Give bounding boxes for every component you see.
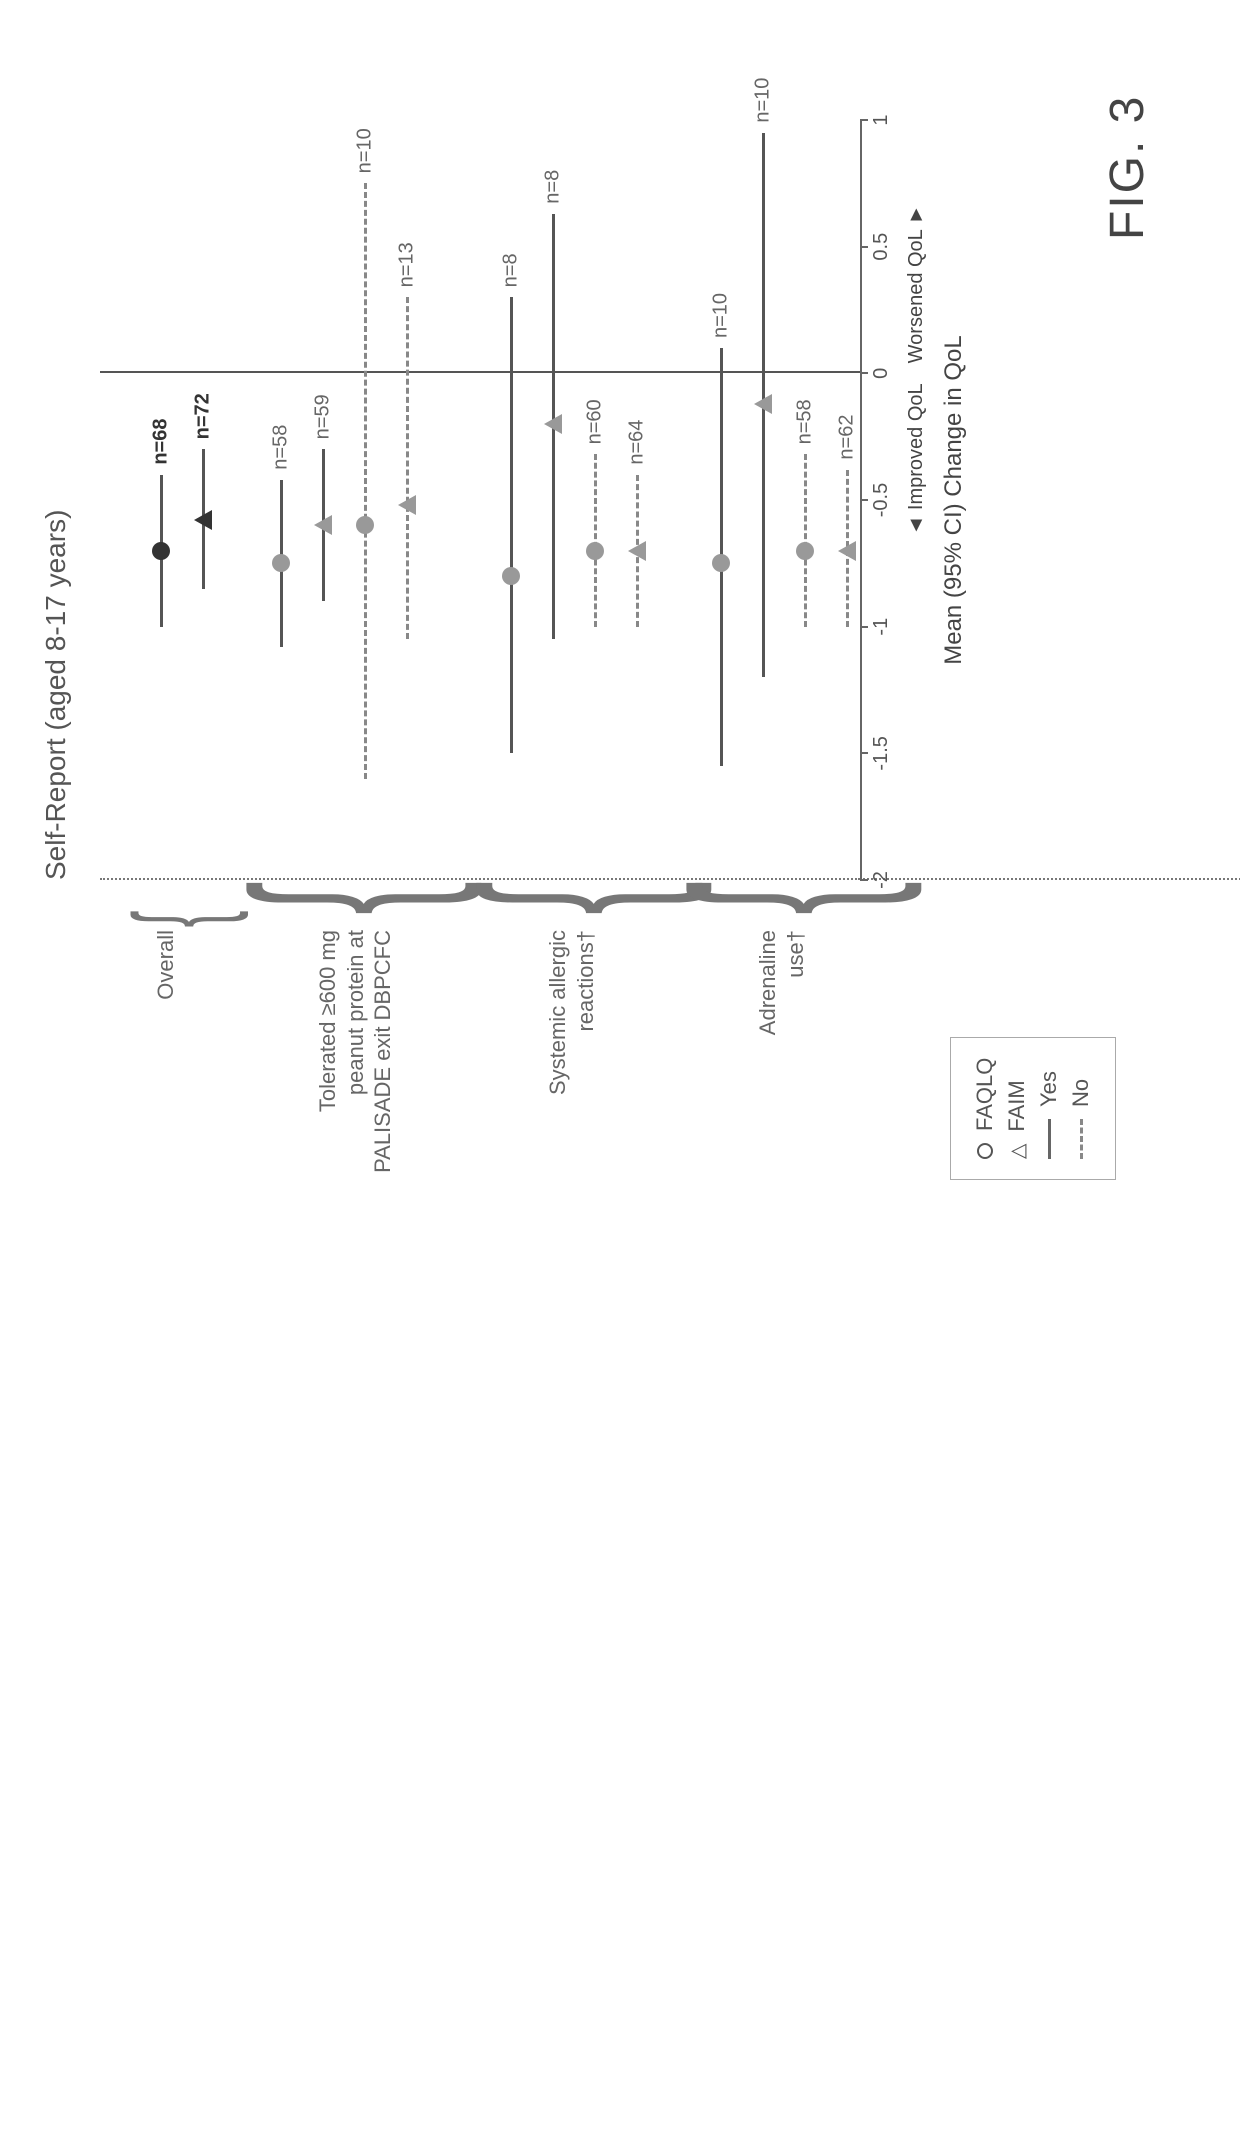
n-label: n=10 [752,78,775,123]
n-label: n=58 [794,399,817,444]
legend-label: FAIM [1004,1080,1030,1131]
marker-circle [586,542,604,560]
n-label: n=13 [396,242,419,287]
n-label: n=62 [836,415,859,460]
n-label: n=68 [150,419,173,465]
ref-line [860,878,1240,880]
row-group-label: Systemic allergicreactions† [544,930,599,1230]
legend-label: No [1068,1079,1094,1107]
legend-label: Yes [1036,1071,1062,1107]
figure-label: FIG. 3 [1100,95,1155,240]
ci-line [364,183,367,778]
marker-triangle [838,541,856,561]
n-label: n=8 [500,253,523,287]
ci-line [804,454,807,626]
row-group-label: Overall [152,930,180,1230]
x-tick: -1 [870,618,893,636]
marker-circle [272,554,290,572]
n-label: n=64 [626,420,649,465]
n-label: n=72 [192,393,215,439]
row-brace: { [695,881,863,915]
x-tick: 0.5 [870,233,893,261]
x-axis-line [860,120,862,880]
n-label: n=10 [710,293,733,338]
marker-triangle [754,394,772,414]
marker-circle [502,567,520,585]
legend-label: FAQLQ [972,1058,998,1131]
ref-line [100,878,860,880]
n-label: n=10 [354,128,377,173]
marker-circle [356,516,374,534]
ci-line [406,297,409,639]
legend-no: No [1068,1058,1094,1159]
marker-circle [712,554,730,572]
legend-faim: △FAIM [1004,1058,1030,1159]
row-brace: { [485,881,653,915]
marker-circle [152,542,170,560]
legend: FAQLQ△FAIMYesNo [950,1037,1116,1180]
x-tick: 1 [870,114,893,125]
plot-area: n=68 n=72 n=58 n=59 n=10 n=13 n=8 n=8 n=60 n=64 n=… [100,120,860,880]
marker-triangle [628,541,646,561]
n-label: n=58 [270,425,293,470]
marker-triangle [544,414,562,434]
n-label: n=59 [312,394,335,439]
x-tick: -0.5 [870,483,893,517]
row-group-label: Adrenalineuse† [754,930,809,1230]
ci-line [594,454,597,626]
zero-line [100,371,860,373]
legend-faqlq: FAQLQ [972,1058,998,1159]
panel-title: Self-Report (aged 8-17 years) [40,510,72,880]
legend-yes: Yes [1036,1058,1062,1159]
marker-triangle [398,495,416,515]
x-tick: 0 [870,368,893,379]
x-axis-label: Mean (95% CI) Change in QoL [940,120,968,880]
ci-line [510,297,513,753]
marker-triangle [194,510,212,530]
x-tick: -1.5 [870,736,893,770]
row-brace: { [255,881,423,915]
n-label: n=60 [584,399,607,444]
x-tick: -2 [870,871,893,889]
marker-circle [796,542,814,560]
n-label: n=8 [542,170,565,204]
marker-triangle [314,515,332,535]
row-group-label: Tolerated ≥600 mgpeanut protein atPALISA… [314,930,397,1230]
